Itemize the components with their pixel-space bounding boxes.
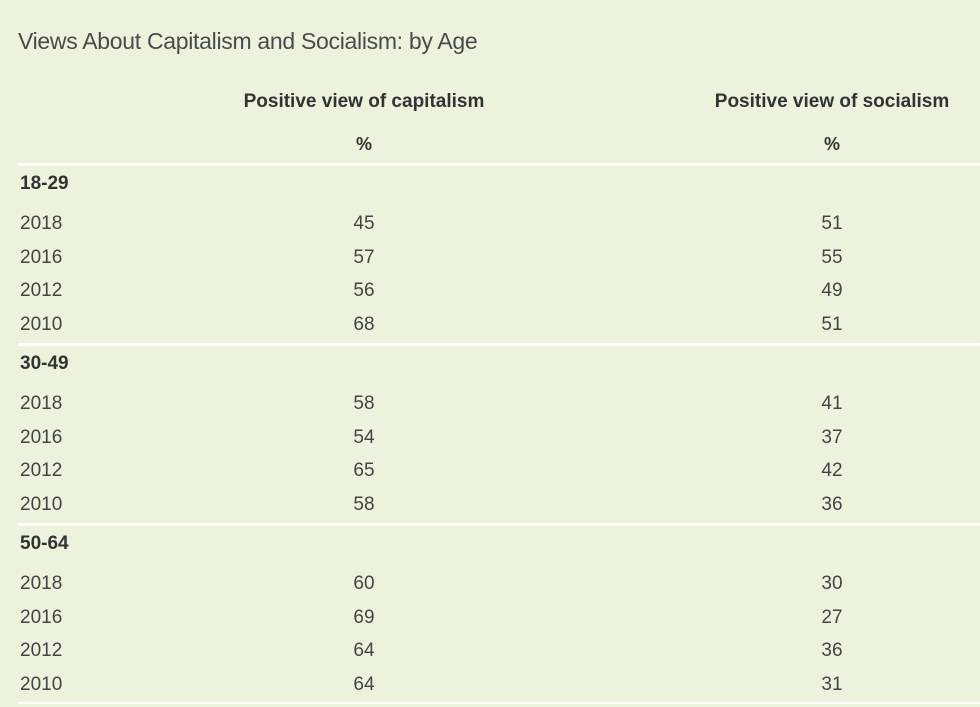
socialism-value-cell: 49 bbox=[821, 280, 843, 301]
year-cell: 2012 bbox=[20, 460, 63, 481]
year-cell: 2016 bbox=[20, 426, 63, 448]
year-cell: 2010 bbox=[20, 493, 63, 515]
table-row: 2018 45 51 bbox=[18, 213, 980, 246]
capitalism-value-cell: 56 bbox=[353, 280, 375, 301]
year-cell: 2010 bbox=[20, 673, 63, 695]
table-row: 2016 54 37 bbox=[18, 427, 980, 460]
capitalism-value-cell: 68 bbox=[353, 313, 375, 335]
table-row: 2012 56 49 bbox=[18, 280, 980, 313]
year-cell: 2010 bbox=[20, 313, 63, 335]
year-cell: 2016 bbox=[20, 246, 63, 268]
age-group-label: 30-49 bbox=[20, 353, 69, 374]
table-row: 2018 58 41 bbox=[18, 393, 980, 426]
year-cell: 2012 bbox=[20, 640, 63, 661]
group-divider bbox=[18, 163, 980, 166]
capitalism-value-cell: 45 bbox=[353, 213, 375, 234]
year-cell: 2018 bbox=[20, 573, 63, 594]
capitalism-value-cell: 58 bbox=[353, 393, 375, 414]
column-header-capitalism: Positive view of capitalism bbox=[243, 91, 485, 112]
age-group-30-49: 30-49 2018 58 41 2016 54 37 2012 65 42 2010 58 36 bbox=[18, 343, 980, 523]
capitalism-value-cell: 64 bbox=[353, 673, 375, 695]
socialism-value-cell: 51 bbox=[821, 213, 843, 234]
year-cell: 2018 bbox=[20, 393, 63, 414]
table-row: 2016 57 55 bbox=[18, 247, 980, 280]
column-unit-socialism: % bbox=[823, 134, 840, 154]
table-row: 2010 58 36 bbox=[18, 494, 980, 527]
age-group-50-64: 50-64 2018 60 30 2016 69 27 2012 64 36 2010 64 31 bbox=[18, 523, 980, 703]
socialism-value-cell: 55 bbox=[821, 246, 843, 268]
capitalism-value-cell: 58 bbox=[353, 493, 375, 515]
socialism-value-cell: 36 bbox=[821, 640, 843, 661]
capitalism-value-cell: 64 bbox=[353, 640, 375, 661]
year-cell: 2012 bbox=[20, 280, 63, 301]
capitalism-value-cell: 60 bbox=[353, 573, 375, 594]
group-divider bbox=[18, 343, 980, 346]
socialism-value-cell: 41 bbox=[821, 393, 843, 414]
socialism-value-cell: 27 bbox=[821, 606, 843, 628]
year-cell: 2018 bbox=[20, 213, 63, 234]
age-group-label: 18-29 bbox=[20, 173, 69, 194]
capitalism-value-cell: 57 bbox=[353, 246, 375, 268]
table-row: 2010 64 31 bbox=[18, 674, 980, 707]
age-group-label: 50-64 bbox=[20, 533, 69, 554]
socialism-value-cell: 37 bbox=[821, 426, 843, 448]
group-divider bbox=[18, 523, 980, 526]
socialism-value-cell: 31 bbox=[821, 673, 843, 695]
table-row: 2016 69 27 bbox=[18, 607, 980, 640]
table-title: Views About Capitalism and Socialism: by… bbox=[18, 28, 478, 54]
column-unit-capitalism: % bbox=[355, 134, 372, 154]
column-header-socialism: Positive view of socialism bbox=[714, 91, 950, 112]
socialism-value-cell: 51 bbox=[821, 313, 843, 335]
capitalism-value-cell: 54 bbox=[353, 426, 375, 448]
socialism-value-cell: 36 bbox=[821, 493, 843, 515]
socialism-value-cell: 42 bbox=[821, 460, 843, 481]
age-group-18-29: 18-29 2018 45 51 2016 57 55 2012 56 49 2010 68 51 bbox=[18, 163, 980, 343]
table-row: 2012 64 36 bbox=[18, 640, 980, 673]
capitalism-value-cell: 65 bbox=[353, 460, 375, 481]
table-row: 2012 65 42 bbox=[18, 460, 980, 493]
year-cell: 2016 bbox=[20, 606, 63, 628]
capitalism-value-cell: 69 bbox=[353, 606, 375, 628]
table-row: 2010 68 51 bbox=[18, 314, 980, 347]
table-row: 2018 60 30 bbox=[18, 573, 980, 606]
socialism-value-cell: 30 bbox=[821, 573, 843, 594]
bottom-divider bbox=[18, 702, 980, 704]
